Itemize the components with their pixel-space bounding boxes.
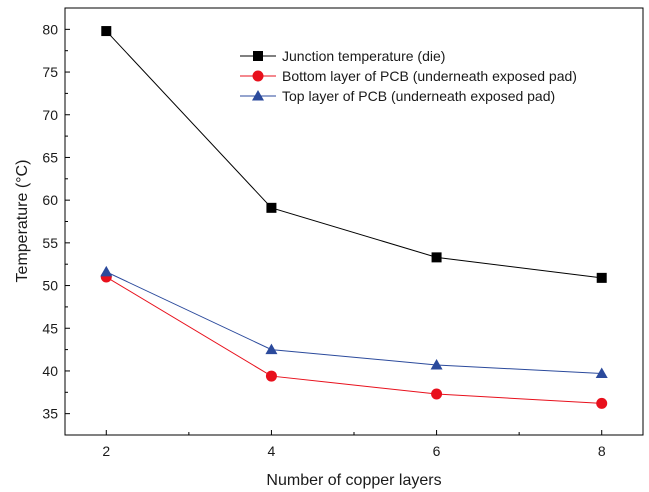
x-tick-label: 4: [268, 443, 276, 459]
axis-ticks: 35 40 45 50 55 60 65 70 75 80 2 4 6 8: [42, 7, 606, 459]
series-layer: [100, 26, 608, 409]
series-3-point: [100, 265, 113, 277]
legend-marker-1: [253, 51, 263, 61]
series-1-point: [266, 202, 277, 213]
legend: Junction temperature (die) Bottom layer o…: [240, 48, 577, 104]
x-tick-label: 2: [102, 443, 110, 459]
legend-marker-2: [252, 70, 264, 82]
series-1-point: [101, 26, 112, 37]
y-tick-label: 65: [42, 149, 58, 165]
y-tick-label: 60: [42, 192, 58, 208]
y-tick-label: 55: [42, 235, 58, 251]
y-tick-label: 75: [42, 64, 58, 80]
x-axis-title: Number of copper layers: [266, 472, 441, 489]
y-axis-title: Temperature (°C): [14, 160, 31, 283]
series-line-1: [105, 30, 602, 279]
series-2-point: [265, 370, 277, 382]
series-2-point: [596, 397, 608, 409]
series-1-point: [431, 252, 442, 263]
legend-label-1: Junction temperature (die): [282, 48, 445, 64]
series-line-3: [106, 271, 602, 375]
series-3-point: [265, 343, 278, 355]
series-3-point: [430, 358, 443, 370]
y-tick-label: 45: [42, 320, 58, 336]
legend-label-2: Bottom layer of PCB (underneath exposed …: [282, 68, 577, 84]
x-tick-label: 8: [598, 443, 606, 459]
y-tick-label: 50: [42, 278, 58, 294]
legend-label-3: Top layer of PCB (underneath exposed pad…: [282, 88, 555, 104]
y-tick-label: 40: [42, 363, 58, 379]
series-3-point: [595, 367, 608, 379]
series-1-point: [596, 272, 607, 283]
y-tick-label: 70: [42, 107, 58, 123]
y-tick-label: 35: [42, 406, 58, 422]
y-tick-label: 80: [42, 21, 58, 37]
series-line-2: [106, 276, 602, 404]
legend-marker-3: [252, 90, 264, 101]
series-2-point: [431, 388, 443, 400]
x-tick-label: 6: [433, 443, 441, 459]
